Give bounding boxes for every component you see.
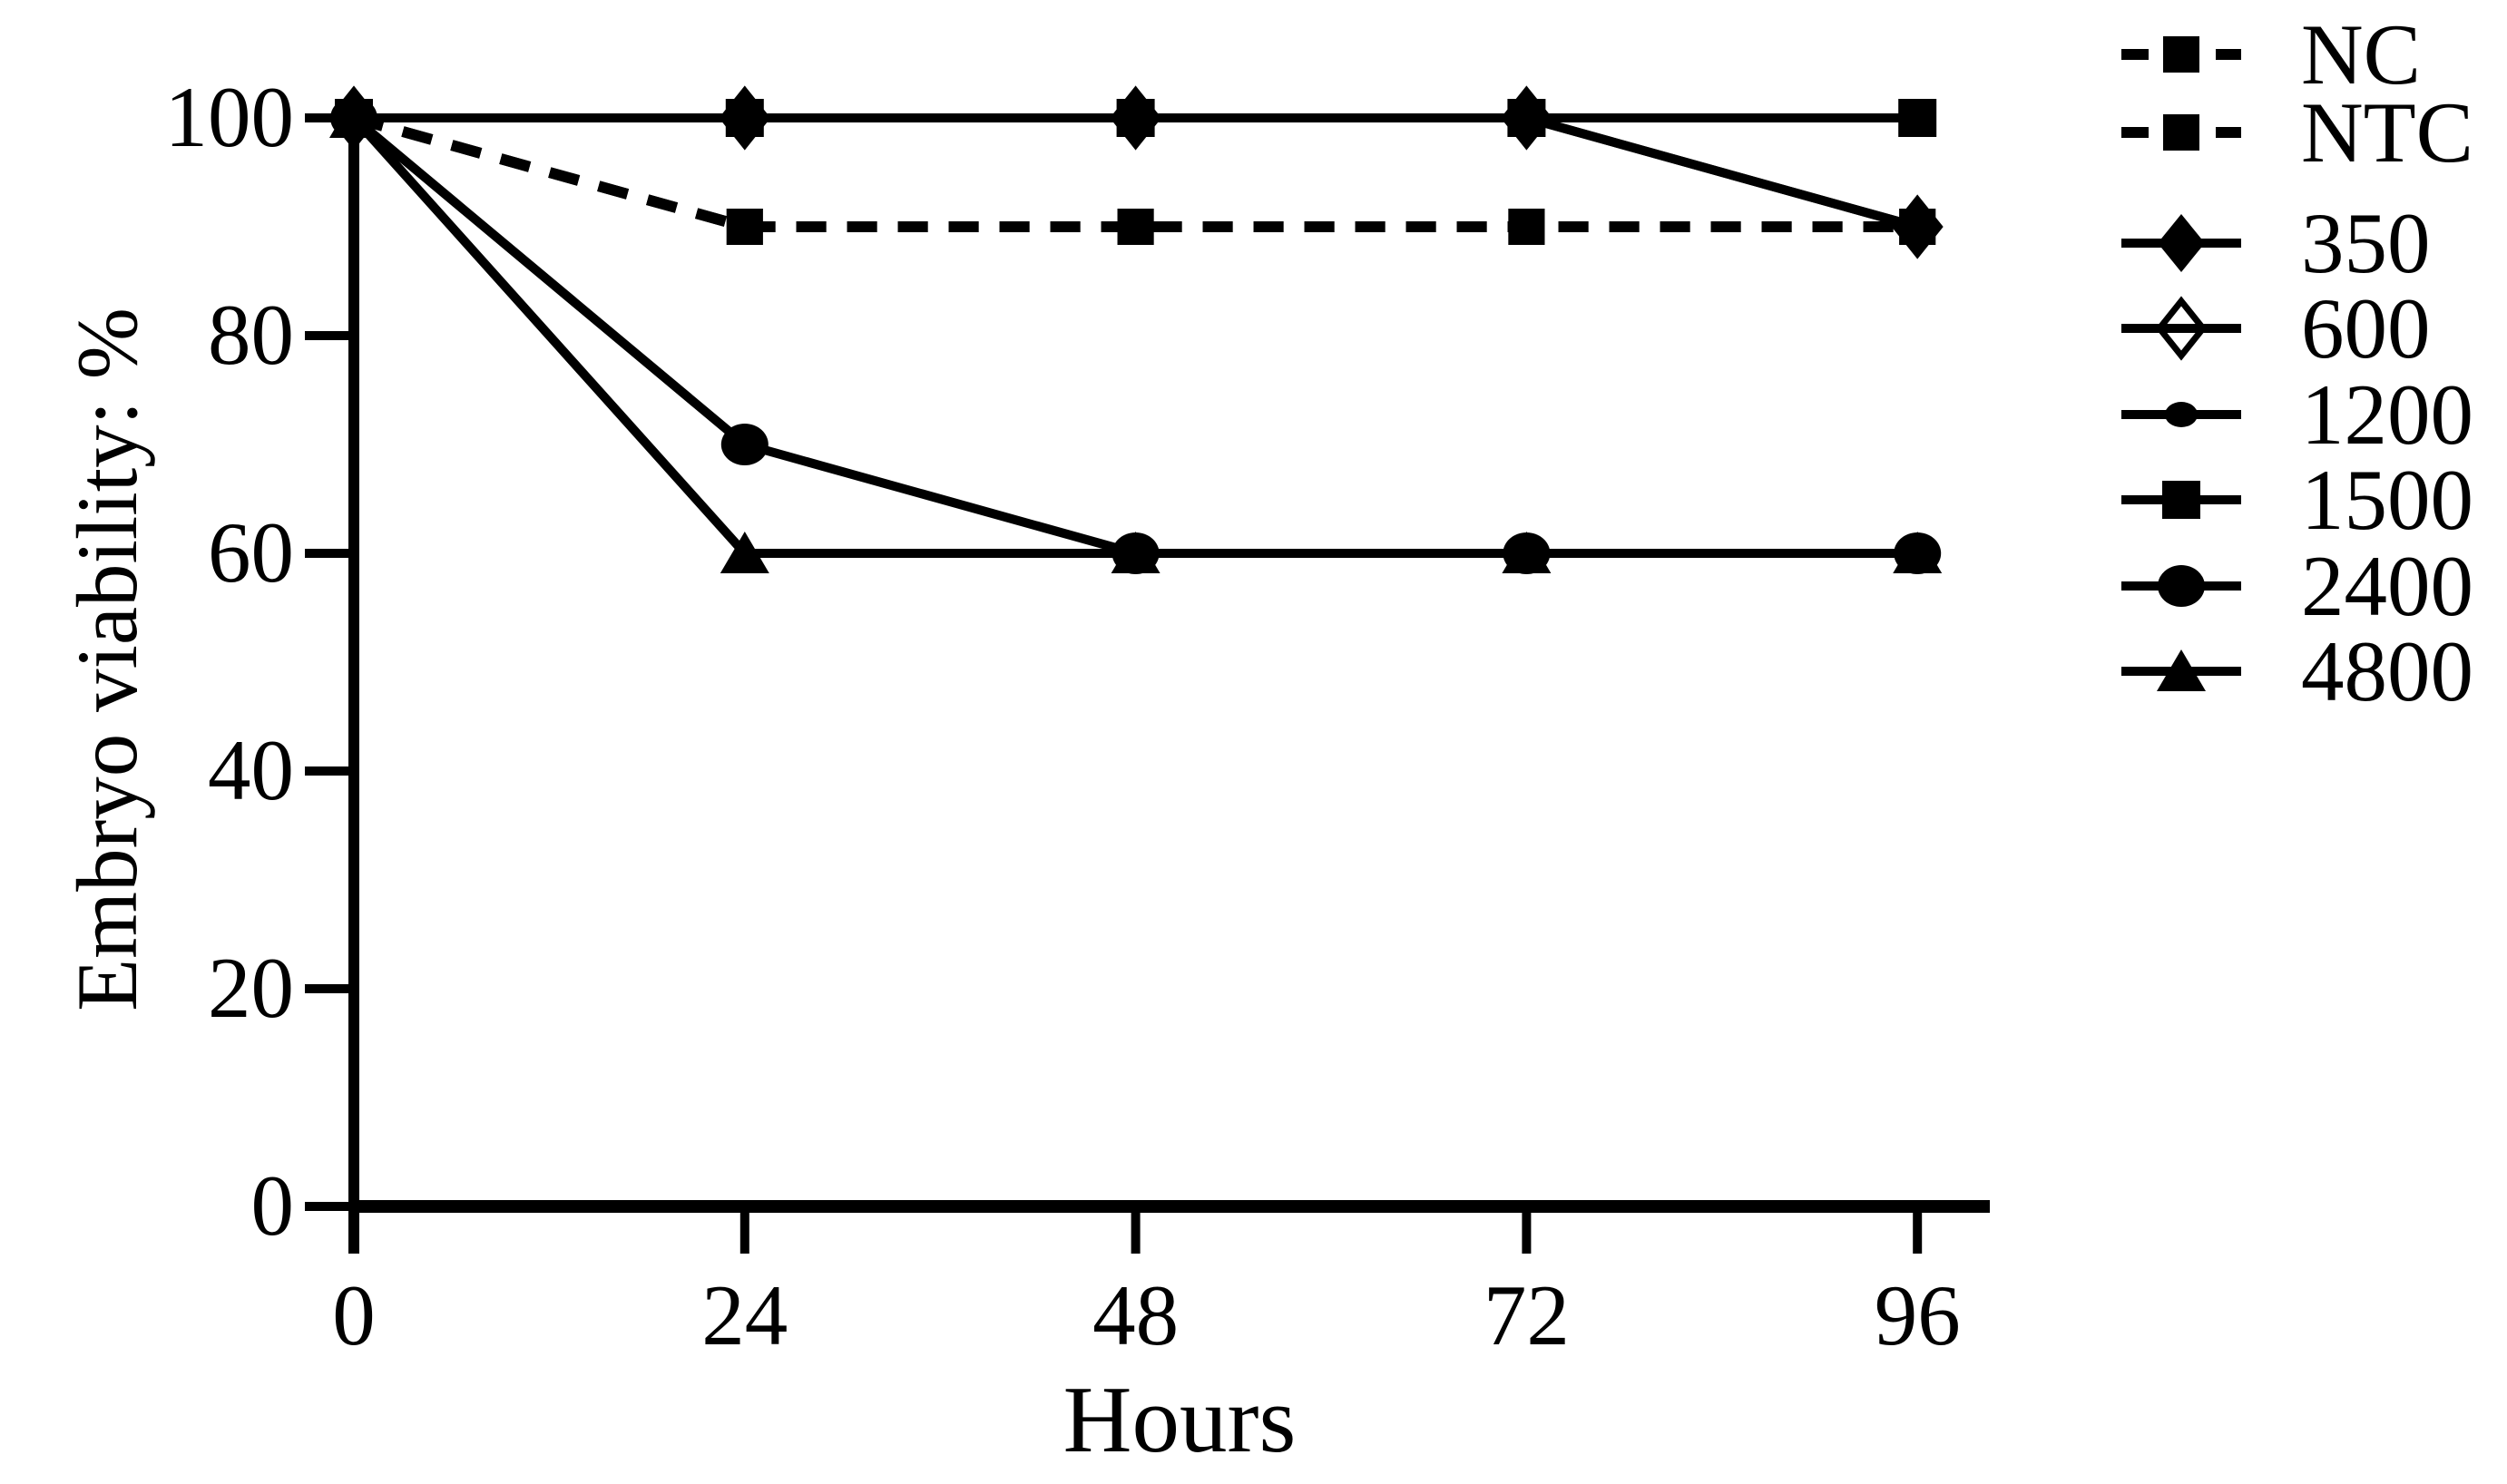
- diamond-marker-icon: [1112, 89, 1160, 147]
- y-axis-title: Embryo viability: %: [59, 308, 155, 1011]
- legend-label: 350: [2301, 195, 2431, 291]
- square-marker-icon: [1508, 209, 1545, 245]
- legend-item-2400: 2400: [2121, 538, 2473, 634]
- circle-marker-icon: [1894, 532, 1942, 574]
- axes: 0 24 48 72 96 0 20 40 60 80 100: [165, 69, 1990, 1363]
- legend-label: 2400: [2301, 538, 2473, 634]
- square-marker-icon: [1899, 209, 1936, 245]
- x-tick-label: 24: [701, 1267, 788, 1363]
- legend-item-350: 350: [2121, 195, 2431, 291]
- y-tick-label: 60: [208, 504, 294, 600]
- series-NC: [336, 100, 1936, 245]
- legend-item-1200: 1200: [2121, 366, 2473, 463]
- series-line: [352, 112, 1918, 232]
- diamond-marker-icon: [720, 89, 769, 147]
- x-axis-title: Hours: [1063, 1366, 1297, 1472]
- y-tick-label: 80: [208, 287, 294, 383]
- triangle-marker-icon: [2157, 649, 2206, 691]
- legend-label: 1500: [2301, 452, 2473, 548]
- legend-label: NTC: [2301, 84, 2473, 181]
- y-tick-label: 0: [251, 1157, 295, 1254]
- y-tick-label: 100: [165, 69, 295, 165]
- series-line: [350, 114, 1918, 558]
- legend-label: NC: [2301, 6, 2421, 103]
- legend-label: 1200: [2301, 366, 2473, 463]
- x-tick-label: 0: [332, 1267, 376, 1363]
- diamond-marker-icon: [1503, 89, 1551, 147]
- open-diamond-marker-icon: [2155, 296, 2208, 361]
- circle-marker-icon: [1112, 532, 1160, 574]
- small-oval-marker-icon: [1901, 105, 1934, 131]
- legend-label: 4800: [2301, 623, 2473, 719]
- square-marker-icon: [336, 100, 372, 136]
- x-tick-label: 72: [1484, 1267, 1570, 1363]
- diamond-marker-icon: [2158, 214, 2205, 272]
- y-tick-label: 20: [208, 940, 294, 1036]
- square-marker-icon: [726, 209, 763, 245]
- circle-marker-icon: [720, 424, 769, 465]
- legend-label: 600: [2301, 280, 2431, 376]
- square-marker-icon: [2162, 481, 2200, 519]
- triangle-marker-icon: [720, 532, 769, 573]
- circle-marker-icon: [1503, 532, 1551, 574]
- legend-item-NC: NC: [2121, 6, 2421, 103]
- x-tick-label: 48: [1092, 1267, 1179, 1363]
- legend-item-1500: 1500: [2121, 452, 2473, 548]
- x-tick-label: 96: [1875, 1267, 1961, 1363]
- circle-marker-icon: [2158, 565, 2205, 607]
- legend-item-4800: 4800: [2121, 623, 2473, 719]
- y-tick-label: 40: [208, 722, 294, 818]
- square-marker-icon: [2163, 36, 2199, 73]
- square-marker-icon: [1117, 209, 1154, 245]
- legend-item-600: 600: [2121, 280, 2431, 376]
- series-line: [350, 114, 1918, 558]
- square-marker-icon: [2163, 114, 2199, 151]
- legend-item-NTC: NTC: [2121, 84, 2473, 181]
- small-oval-marker-icon: [2165, 402, 2198, 427]
